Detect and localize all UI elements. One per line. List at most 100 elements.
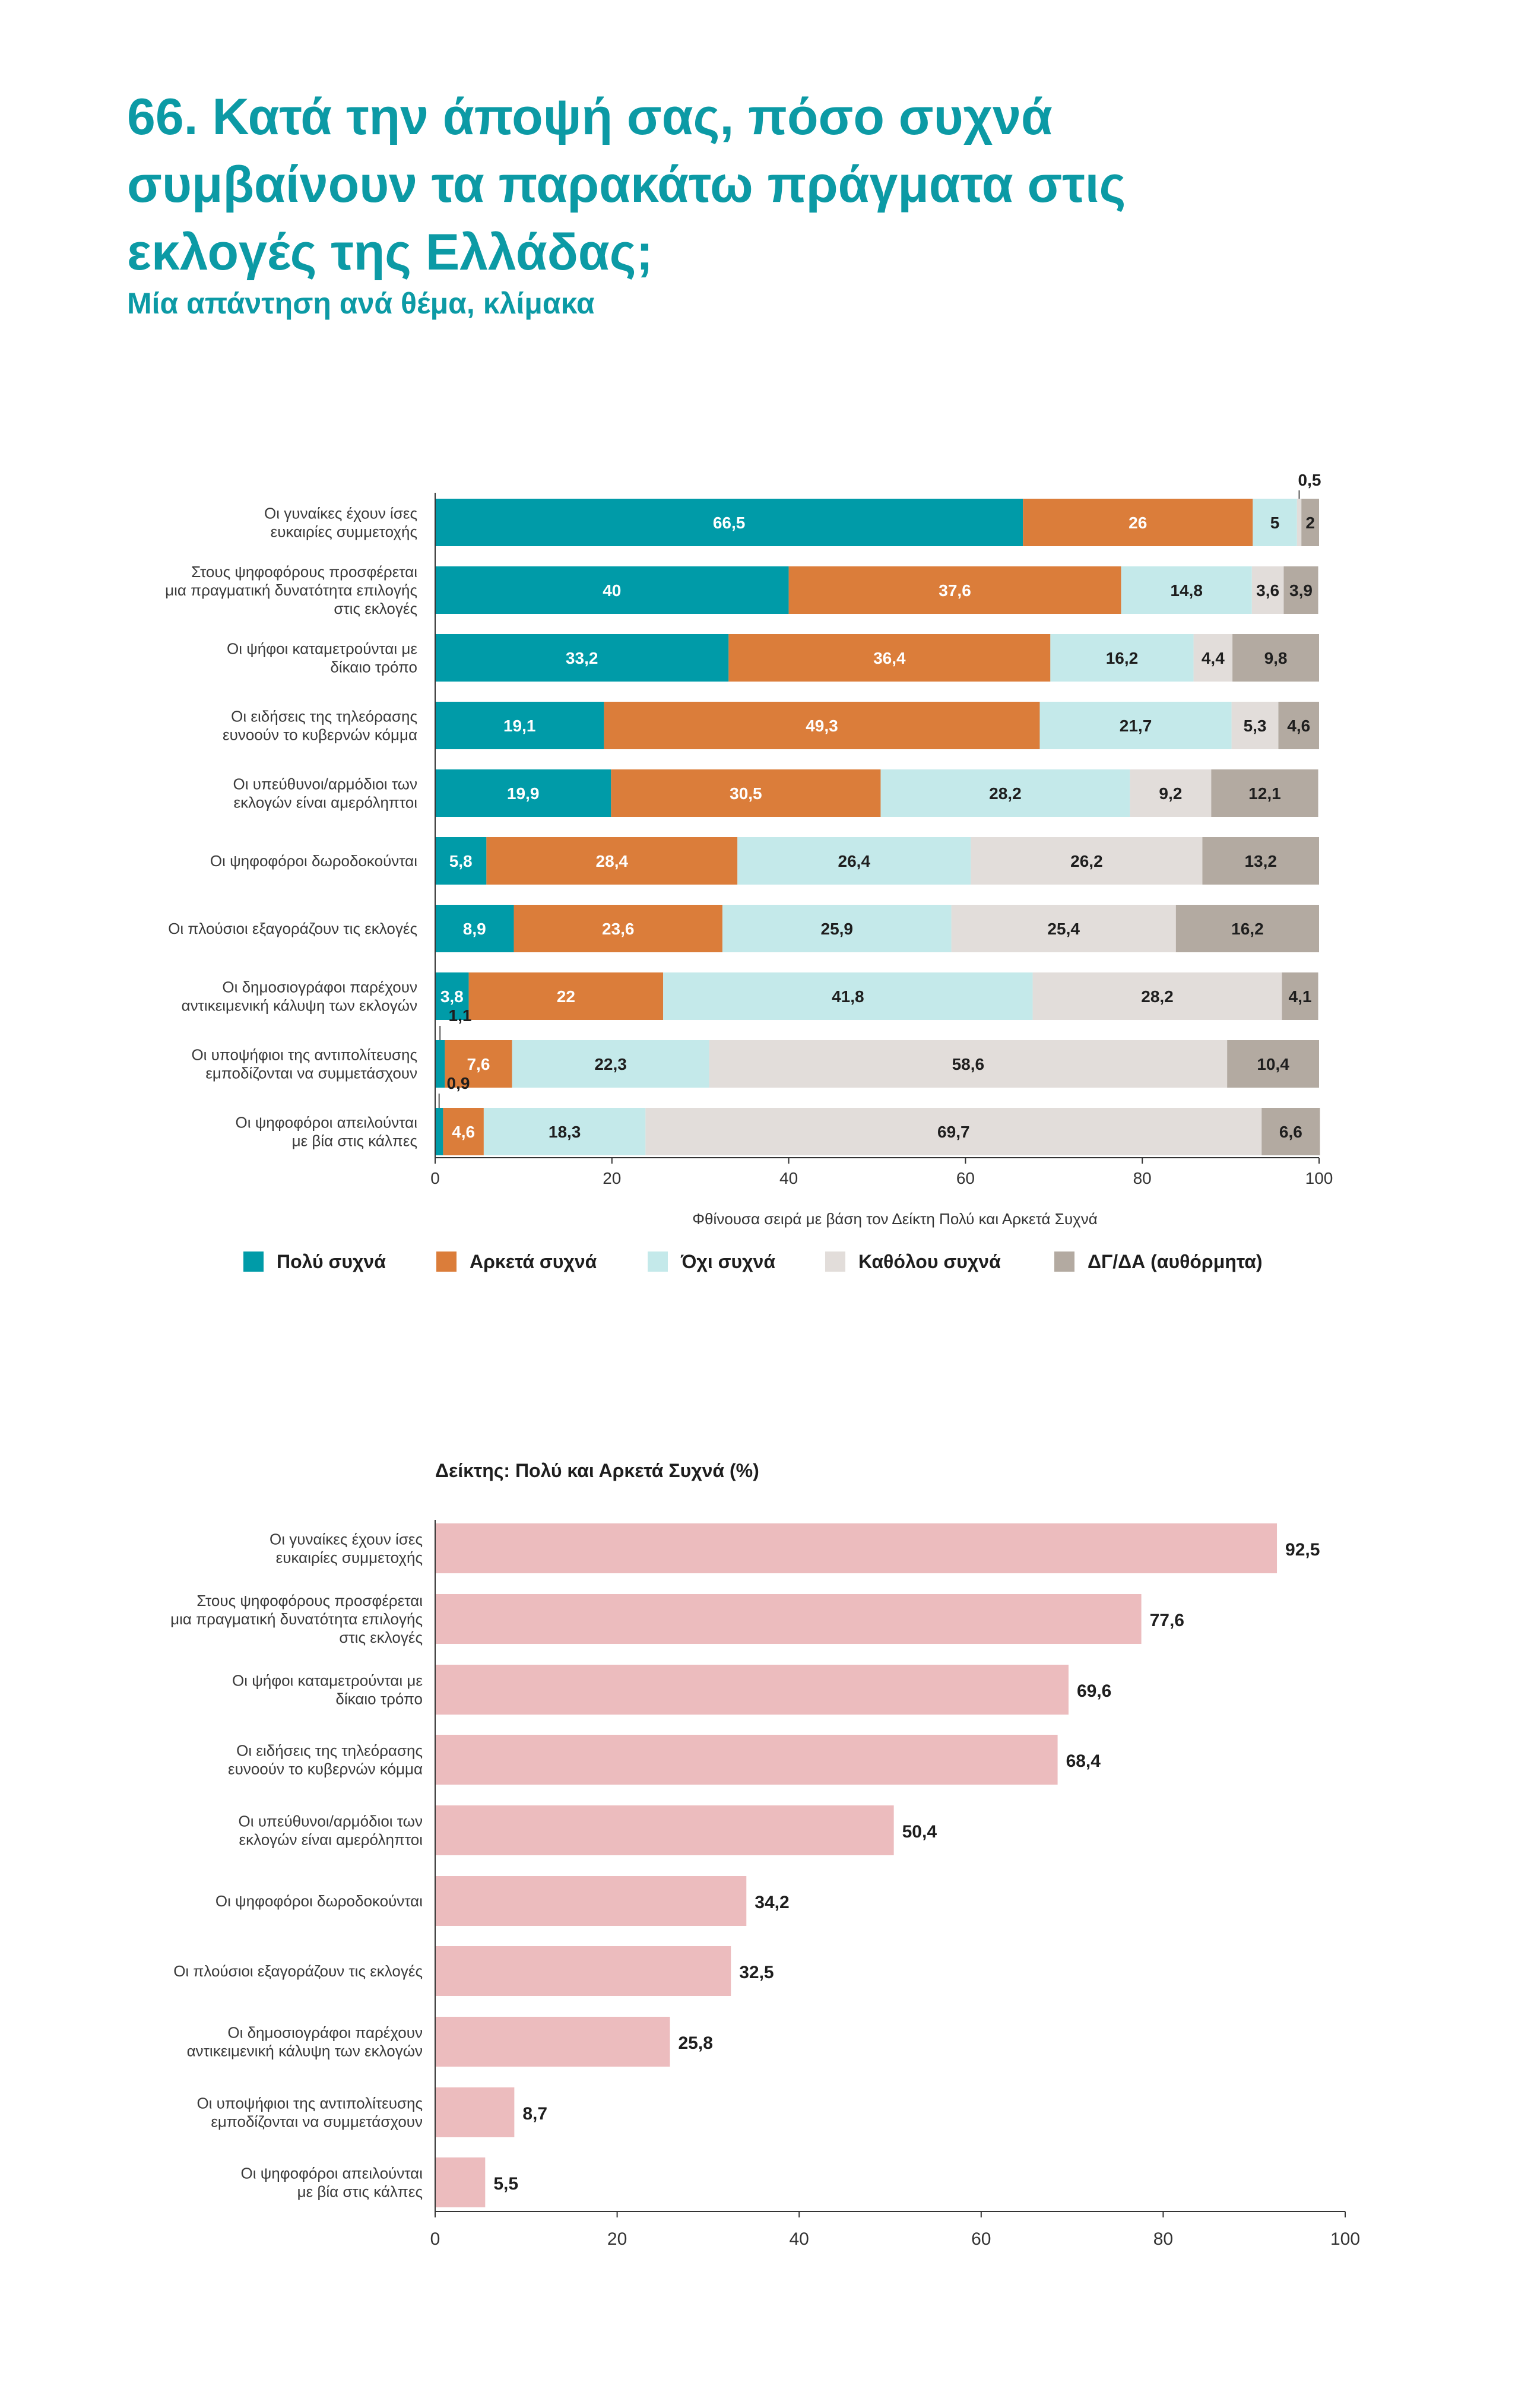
legend-label: ΔΓ/ΔΑ (αυθόρμητα) [1088, 1251, 1263, 1272]
bar-segment [435, 1040, 445, 1088]
bar-segment [435, 905, 514, 952]
bar-segment [1211, 769, 1318, 817]
data-label: 0,9 [447, 1074, 470, 1092]
bar-segment [604, 702, 1040, 749]
x-tick-label: 0 [430, 2229, 440, 2249]
category-label: Οι ψηφοφόροι δωροδοκούνται [215, 1892, 423, 1910]
bar-segment [435, 702, 604, 749]
bar-segment [1231, 702, 1279, 749]
data-label: 26,2 [1070, 852, 1103, 870]
data-label: 8,7 [522, 2104, 547, 2124]
data-label: 7,6 [467, 1055, 490, 1073]
x-tick-label: 100 [1305, 1169, 1333, 1187]
bar-segment [1032, 972, 1282, 1020]
data-label: 92,5 [1285, 1540, 1320, 1560]
category-label: Οι ψηφοφόροι απειλούνται με βία στις κάλπ… [236, 1114, 418, 1150]
bar-segment [1175, 905, 1319, 952]
data-label: 19,1 [503, 717, 536, 735]
bar-segment [728, 634, 1051, 682]
data-label: 25,8 [679, 2033, 713, 2053]
data-label: 77,6 [1150, 1611, 1184, 1630]
bar-segment [1193, 634, 1233, 682]
data-label: 5 [1270, 514, 1280, 532]
bar-segment [445, 1040, 512, 1088]
x-axis-title: Φθίνουσα σειρά με βάση τον Δείκτη Πολύ κ… [692, 1210, 1097, 1228]
data-label: 28,4 [596, 852, 629, 870]
data-label: 66,5 [713, 514, 746, 532]
legend-label: Αρκετά συχνά [470, 1251, 597, 1272]
data-label: 6,6 [1279, 1123, 1302, 1141]
legend-label: Πολύ συχνά [277, 1251, 386, 1272]
bar-segment [1297, 499, 1302, 546]
bar [435, 1805, 894, 1855]
data-label: 3,9 [1289, 581, 1313, 600]
bar-segment [663, 972, 1033, 1020]
data-label: 69,7 [937, 1123, 970, 1141]
bar [435, 1876, 747, 1926]
bar-segment [1261, 1108, 1320, 1155]
x-tick-label: 40 [790, 2229, 809, 2249]
bar [435, 1594, 1142, 1644]
data-label: 22,3 [594, 1055, 627, 1073]
category-label: Οι υπεύθυνοι/αρμόδιοι των εκλογών είναι α… [238, 1813, 423, 1849]
category-label: Οι ψηφοφόροι απειλούνται με βία στις κάλπ… [241, 2165, 423, 2201]
bar-segment [611, 769, 881, 817]
bar-segment [513, 905, 722, 952]
bar-segment [1253, 499, 1297, 546]
bar-segment [1039, 702, 1232, 749]
category-label: Στους ψηφοφόρους προσφέρεται μια πραγματι… [170, 1592, 423, 1646]
data-label: 26,4 [838, 852, 871, 870]
bar-segment [435, 1108, 443, 1155]
category-label: Οι υποψήφιοι της αντιπολίτευσης εμποδίζον… [191, 1046, 417, 1082]
bar-segment [1121, 566, 1252, 614]
data-label: 9,8 [1264, 649, 1288, 667]
data-label: 16,2 [1231, 920, 1264, 938]
data-label: 12,1 [1248, 784, 1281, 803]
bar-segment [737, 837, 971, 885]
data-label: 69,6 [1077, 1681, 1111, 1701]
data-label: 2 [1305, 514, 1315, 532]
bar-segment [880, 769, 1130, 817]
data-label: 26 [1129, 514, 1147, 532]
data-label: 28,2 [989, 784, 1022, 803]
data-label: 16,2 [1106, 649, 1139, 667]
bar-segment [709, 1040, 1228, 1088]
bar-segment [722, 905, 952, 952]
data-label: 0,5 [1298, 471, 1321, 489]
bar [435, 1523, 1278, 1573]
category-label: Στους ψηφοφόρους προσφέρεται μια πραγματι… [165, 563, 417, 617]
bar-segment [435, 566, 789, 614]
x-tick-label: 80 [1133, 1169, 1152, 1187]
category-label: Οι δημοσιογράφοι παρέχουν αντικειμενική κ… [182, 978, 417, 1015]
x-tick-label: 0 [430, 1169, 440, 1187]
category-label: Οι ειδήσεις της τηλεόρασης ευνοούν το κυβ… [223, 708, 417, 744]
legend-swatch [825, 1251, 845, 1272]
x-tick-label: 100 [1330, 2229, 1360, 2249]
data-label: 19,9 [507, 784, 540, 803]
x-tick-label: 60 [956, 1169, 975, 1187]
category-label: Οι γυναίκες έχουν ίσες ευκαιρίες συμμετοχ… [264, 505, 417, 541]
bar-segment [1232, 634, 1319, 682]
data-label: 22 [557, 987, 575, 1006]
bar-segment [435, 837, 487, 885]
data-label: 25,9 [821, 920, 854, 938]
legend-swatch [648, 1251, 668, 1272]
category-label: Οι ψηφοφόροι δωροδοκούνται [210, 852, 417, 870]
bar-segment [1278, 702, 1319, 749]
data-label: 40 [603, 581, 621, 600]
bar-segment [645, 1108, 1262, 1155]
bar-segment [951, 905, 1176, 952]
bar-segment [1050, 634, 1194, 682]
data-label: 36,4 [873, 649, 906, 667]
data-label: 18,3 [549, 1123, 581, 1141]
bar-segment [1282, 972, 1318, 1020]
bar-segment [443, 1108, 484, 1155]
x-tick-label: 40 [779, 1169, 798, 1187]
bar-segment [1227, 1040, 1319, 1088]
category-label: Οι πλούσιοι εξαγοράζουν τις εκλογές [173, 1962, 423, 1980]
data-label: 25,4 [1047, 920, 1080, 938]
legend-label: Καθόλου συχνά [858, 1251, 1001, 1272]
category-label: Οι υπεύθυνοι/αρμόδιοι των εκλογών είναι α… [233, 775, 417, 812]
data-label: 3,6 [1256, 581, 1279, 600]
